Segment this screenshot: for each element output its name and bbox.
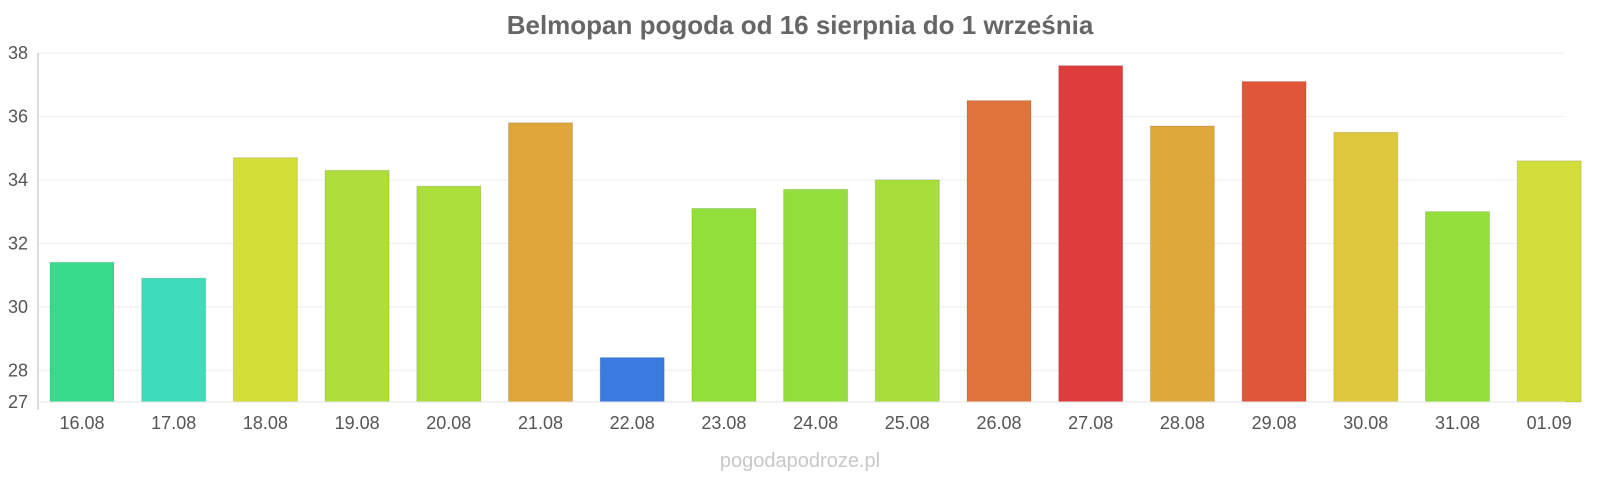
bar xyxy=(508,122,573,403)
bar xyxy=(1516,160,1582,403)
axes: 27 28 30 32 34 36 38 16.08 17.08 18.08 19.08 20.08 2… xyxy=(8,43,1572,433)
bar xyxy=(1333,131,1399,403)
y-tick-label: 28 xyxy=(8,360,28,380)
y-tick-label: 34 xyxy=(8,170,28,190)
bar xyxy=(874,179,940,403)
bar xyxy=(966,100,1032,403)
x-tick-label: 28.08 xyxy=(1160,413,1205,433)
bar xyxy=(49,261,115,403)
x-tick-label: 27.08 xyxy=(1068,413,1113,433)
bar xyxy=(141,277,207,403)
x-tick-label: 23.08 xyxy=(701,413,746,433)
bar xyxy=(324,169,390,403)
bar xyxy=(783,188,849,403)
x-tick-label: 21.08 xyxy=(518,413,563,433)
x-tick-label: 17.08 xyxy=(151,413,196,433)
bar xyxy=(1149,125,1215,403)
x-tick-label: 22.08 xyxy=(610,413,655,433)
x-tick-label: 30.08 xyxy=(1343,413,1388,433)
y-tick-label: 30 xyxy=(8,297,28,317)
x-tick-label: 29.08 xyxy=(1252,413,1297,433)
x-tick-label: 20.08 xyxy=(426,413,471,433)
x-tick-label: 25.08 xyxy=(885,413,930,433)
x-tick-label: 31.08 xyxy=(1435,413,1480,433)
watermark: pogodapodroze.pl xyxy=(719,450,881,472)
x-tick-label: 01.09 xyxy=(1527,413,1572,433)
chart-title: Belmopan pogoda od 16 sierpnia do 1 wrze… xyxy=(506,10,1094,40)
bar xyxy=(1425,211,1490,403)
x-tick-label: 26.08 xyxy=(976,413,1021,433)
bars xyxy=(49,65,1582,403)
bar xyxy=(599,357,665,403)
y-tick-label: 38 xyxy=(8,43,28,63)
y-tick-label: 32 xyxy=(8,233,28,253)
x-tick-label: 19.08 xyxy=(335,413,380,433)
y-tick-label: 36 xyxy=(8,106,28,126)
bar xyxy=(1058,65,1124,403)
bar xyxy=(416,185,482,403)
x-tick-label: 24.08 xyxy=(793,413,838,433)
y-tick-label: 27 xyxy=(8,392,28,412)
bar xyxy=(691,207,757,403)
bar xyxy=(232,157,298,403)
x-tick-label: 16.08 xyxy=(59,413,104,433)
bar xyxy=(1241,81,1307,403)
x-tick-label: 18.08 xyxy=(243,413,288,433)
